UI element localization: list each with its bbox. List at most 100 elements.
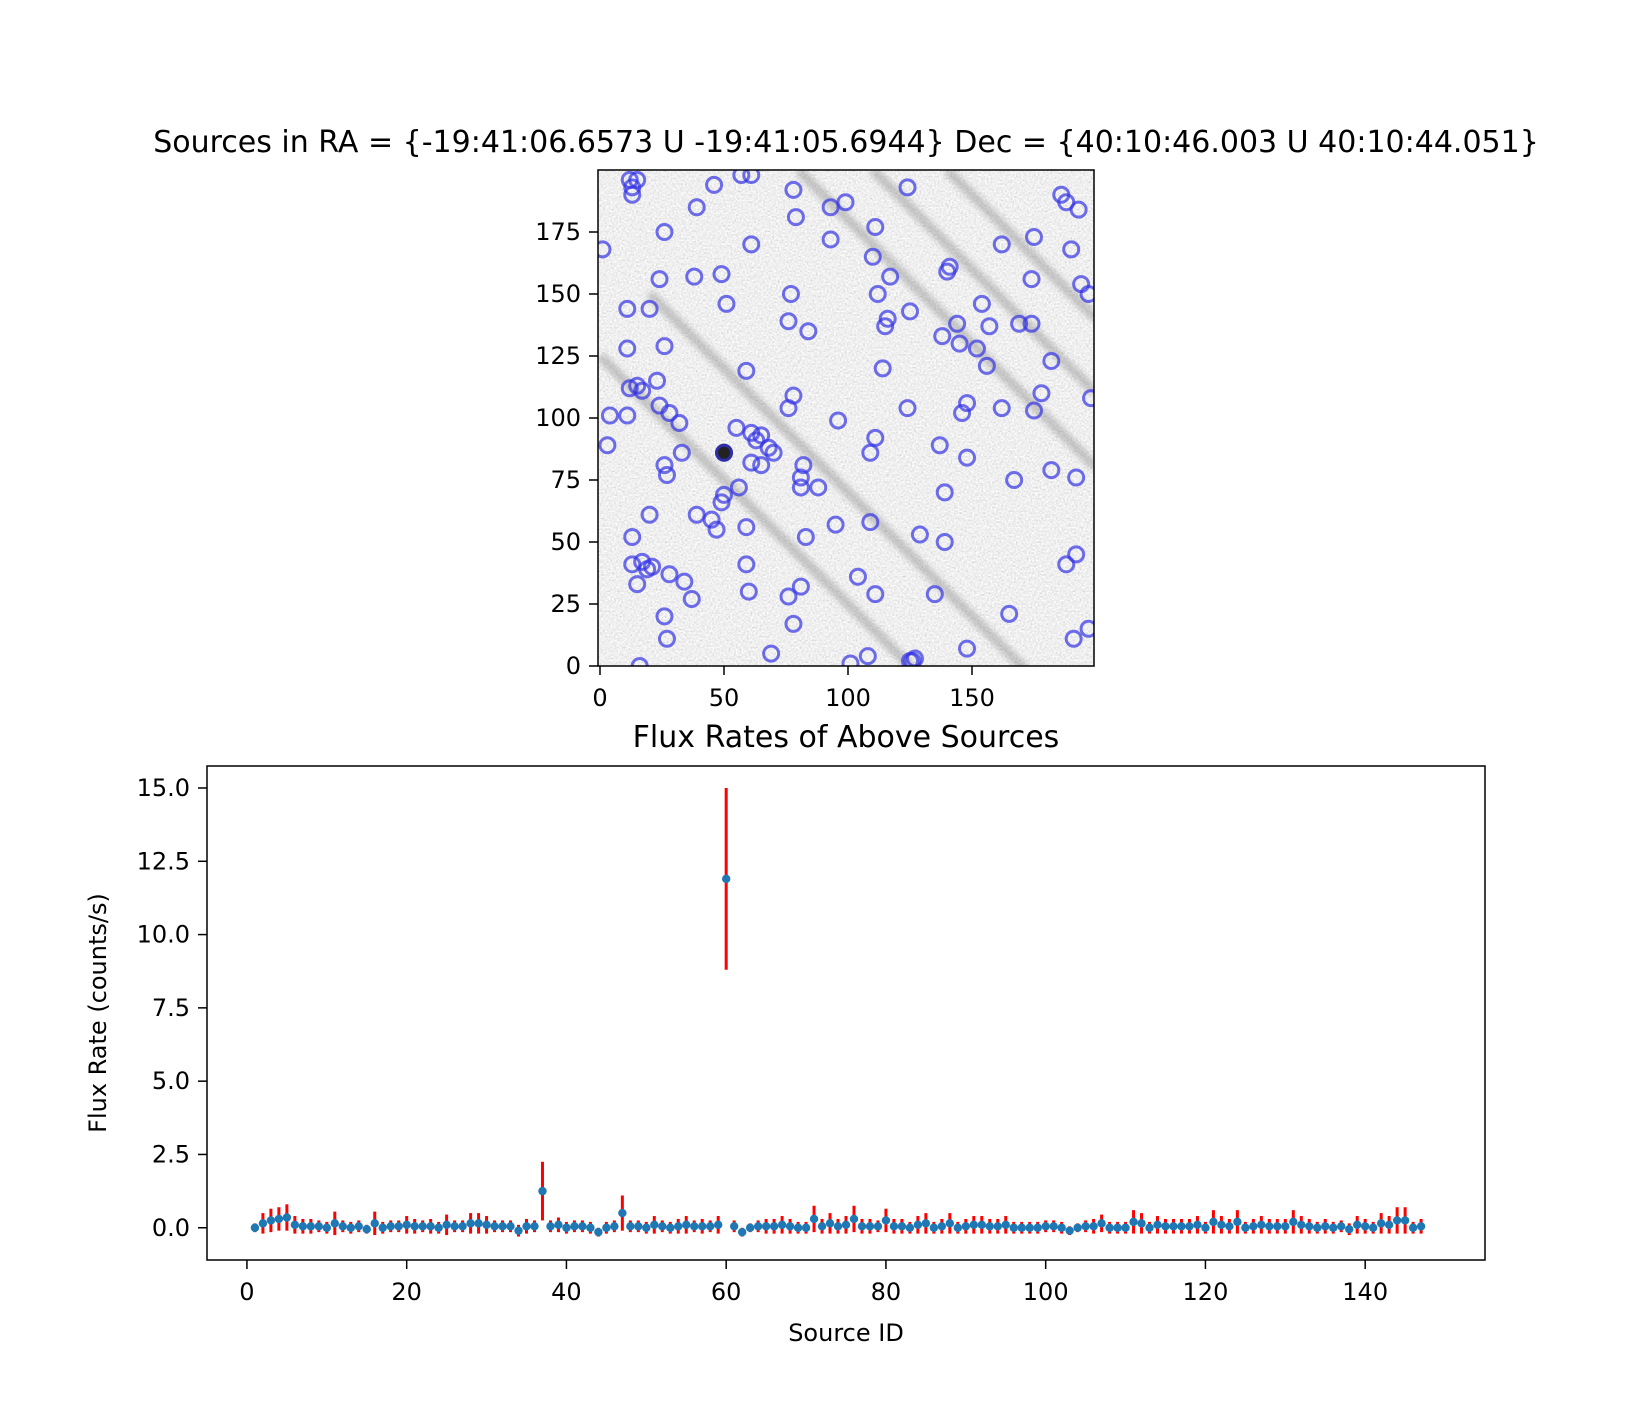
- flux-axis-ticks: 0 20 40 60 80 100 120 140 0.0 2.5 5.0 7.5 10.0 12.5 15…: [137, 774, 1389, 1306]
- image-ytick-label: 150: [535, 280, 581, 308]
- flux-point: [1249, 1222, 1258, 1231]
- flux-point: [378, 1223, 387, 1232]
- source-marker: [958, 639, 977, 658]
- flux-point: [682, 1220, 691, 1230]
- source-marker: [948, 314, 967, 333]
- source-marker: [1082, 389, 1094, 408]
- flux-point: [482, 1220, 491, 1230]
- source-marker: [1005, 471, 1024, 489]
- source-marker: [618, 299, 637, 318]
- source-marker: [737, 518, 756, 537]
- source-marker: [660, 404, 679, 423]
- source-marker: [1010, 314, 1029, 333]
- flux-point: [698, 1222, 707, 1231]
- flux-point: [777, 1220, 787, 1230]
- image-axis-ticks: 0 50 100 150 0 25 50 75 100 125 150 175: [535, 218, 995, 712]
- source-marker: [791, 468, 810, 487]
- source-marker: [1067, 468, 1086, 487]
- error-bars: [253, 787, 1423, 1237]
- flux-point: [266, 1216, 276, 1225]
- source-marker: [868, 285, 887, 303]
- source-marker: [940, 257, 959, 276]
- flux-point: [769, 1222, 779, 1231]
- source-markers: [598, 170, 1094, 666]
- source-marker: [873, 359, 892, 378]
- image-ytick-label: 25: [550, 590, 581, 618]
- source-marker: [1022, 270, 1041, 289]
- flux-point: [953, 1223, 963, 1232]
- flux-point: [1153, 1220, 1162, 1230]
- source-marker: [737, 555, 756, 574]
- flux-point: [969, 1220, 978, 1230]
- flux-ytick-label: 10.0: [137, 921, 190, 949]
- flux-point: [450, 1222, 459, 1231]
- source-marker: [650, 270, 669, 289]
- source-marker: [657, 629, 676, 648]
- source-marker: [901, 652, 919, 666]
- flux-point: [1305, 1222, 1314, 1231]
- flux-point: [937, 1222, 947, 1231]
- source-marker: [717, 294, 736, 313]
- flux-point: [554, 1220, 563, 1230]
- flux-ytick-label: 0.0: [152, 1214, 190, 1242]
- flux-point: [658, 1222, 667, 1231]
- flux-point: [1193, 1220, 1202, 1230]
- source-marker: [685, 267, 704, 286]
- source-marker: [905, 649, 924, 666]
- source-marker: [687, 198, 706, 217]
- flux-ytick-label: 5.0: [152, 1067, 190, 1095]
- source-marker: [1042, 351, 1061, 370]
- flux-point: [578, 1222, 587, 1231]
- flux-xtick-label: 20: [391, 1278, 422, 1306]
- image-xtick-label: 100: [825, 684, 871, 712]
- flux-point: [921, 1219, 931, 1228]
- source-marker: [791, 577, 810, 596]
- flux-point: [1049, 1222, 1058, 1231]
- flux-point: [434, 1223, 443, 1232]
- flux-point: [1169, 1222, 1178, 1231]
- source-marker: [953, 404, 972, 423]
- flux-point: [1392, 1216, 1402, 1225]
- source-marker: [866, 218, 885, 237]
- flux-point: [1416, 1222, 1426, 1231]
- flux-point: [793, 1223, 803, 1232]
- source-marker: [898, 399, 917, 418]
- source-marker: [863, 247, 882, 266]
- flux-point: [737, 1227, 747, 1237]
- flux-point: [1376, 1219, 1386, 1228]
- flux-point: [370, 1219, 379, 1228]
- image-ytick-label: 0: [566, 652, 581, 680]
- source-marker: [930, 436, 949, 455]
- flux-point: [961, 1222, 971, 1231]
- source-marker: [742, 235, 761, 254]
- source-marker: [784, 180, 803, 199]
- flux-point: [913, 1220, 923, 1230]
- flux-point: [642, 1223, 651, 1232]
- flux-ytick-label: 12.5: [137, 847, 190, 875]
- flux-point: [1057, 1223, 1066, 1232]
- flux-point: [362, 1225, 371, 1234]
- flux-point: [897, 1222, 907, 1231]
- flux-point: [338, 1222, 347, 1231]
- flux-point: [1137, 1219, 1146, 1228]
- flux-point: [1400, 1216, 1410, 1225]
- flux-point: [418, 1222, 427, 1231]
- source-marker: [809, 478, 828, 497]
- source-marker: [950, 334, 969, 353]
- flux-point: [1041, 1222, 1050, 1231]
- flux-point: [873, 1222, 883, 1231]
- source-marker: [866, 585, 885, 604]
- flux-point: [538, 1186, 547, 1196]
- source-marker: [799, 322, 818, 341]
- flux-point: [833, 1222, 843, 1231]
- source-marker: [1000, 604, 1019, 623]
- source-marker: [910, 525, 929, 544]
- source-marker: [791, 478, 810, 497]
- flux-point: [1065, 1226, 1074, 1235]
- source-marker: [898, 178, 917, 197]
- flux-point: [865, 1222, 875, 1231]
- flux-point: [945, 1219, 955, 1228]
- flux-point: [1185, 1222, 1194, 1231]
- flux-point: [1225, 1222, 1234, 1231]
